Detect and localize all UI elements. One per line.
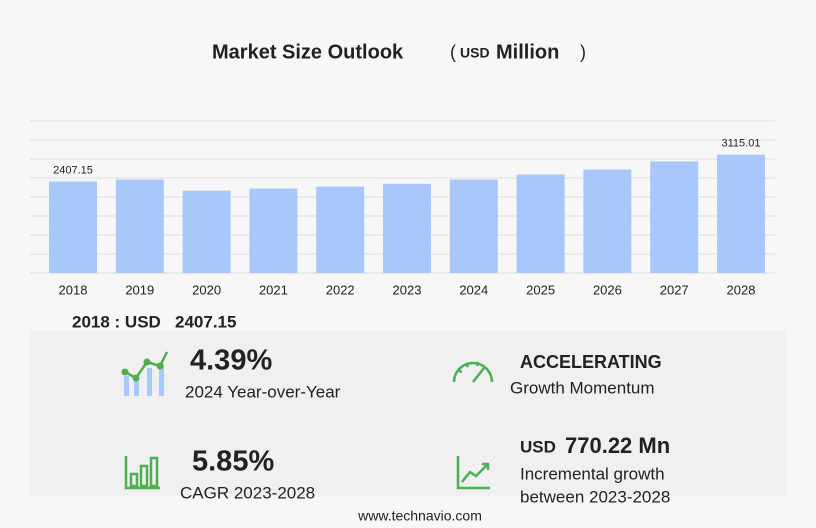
stat-value: 770.22 Mn: [565, 433, 670, 458]
x-tick-label: 2025: [526, 282, 555, 297]
x-tick-label: 2024: [459, 282, 488, 297]
bar: [316, 186, 365, 273]
bar: [182, 190, 231, 273]
stat-value: 4.39%: [190, 345, 272, 377]
x-tick-label: 2019: [125, 282, 154, 297]
bar: [249, 188, 298, 273]
bar: [717, 154, 765, 273]
bar: [115, 179, 164, 273]
stats-panel: [30, 330, 786, 496]
x-tick-label: 2026: [593, 282, 622, 297]
bar: [383, 183, 431, 273]
stat-label: Incremental growth: [520, 464, 665, 483]
x-tick-label: 2018: [59, 282, 88, 297]
stat-label: between 2023-2028: [520, 487, 670, 506]
x-tick-label: 2028: [727, 282, 756, 297]
growth-icon: [456, 456, 490, 490]
unit-bracket: ): [580, 42, 586, 62]
bar: [49, 181, 97, 273]
bar: [583, 169, 632, 273]
gauge-icon: [452, 361, 494, 383]
yoy-icon: [121, 351, 169, 396]
bar: [650, 161, 699, 273]
x-tick-label: 2027: [660, 282, 689, 297]
x-tick-label: 2021: [259, 282, 288, 297]
x-tick-label: 2020: [192, 282, 221, 297]
stat-label: CAGR 2023-2028: [180, 483, 315, 502]
unit-scale: Million: [496, 41, 559, 63]
unit-bracket: (: [450, 42, 456, 62]
stat-label: Growth Momentum: [510, 378, 655, 397]
stat-currency: USD: [520, 437, 556, 456]
footer: www.technavio.com: [357, 508, 482, 524]
stat-value: ACCELERATING: [520, 352, 662, 372]
stat-value: 5.85%: [192, 446, 274, 478]
summary-label: 2018 : USD: [72, 312, 161, 331]
cagr-icon: [124, 456, 160, 490]
bar: [516, 174, 565, 273]
bar: [449, 179, 498, 273]
chart-title: Market Size Outlook: [212, 41, 404, 63]
x-tick-label: 2022: [326, 282, 355, 297]
value-label: 3115.01: [722, 138, 761, 150]
unit-currency: USD: [460, 45, 490, 61]
x-tick-label: 2023: [393, 282, 422, 297]
stat-label: 2024 Year-over-Year: [185, 382, 341, 401]
summary-value: 2407.15: [175, 312, 236, 331]
value-label: 2407.15: [53, 164, 93, 176]
